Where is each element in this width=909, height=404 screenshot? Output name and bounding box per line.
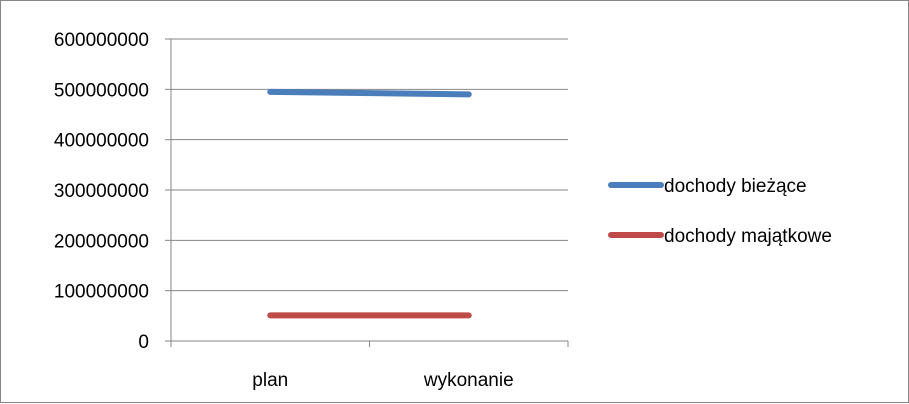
gridlines bbox=[171, 38, 568, 292]
y-tick-label: 500000000 bbox=[54, 80, 149, 101]
y-tick-label: 200000000 bbox=[54, 231, 149, 252]
legend-label: dochody bieżące bbox=[664, 176, 807, 197]
x-tick-label: wykonanie bbox=[423, 370, 514, 391]
x-tick-labels: plan wykonanie bbox=[252, 370, 513, 391]
y-tick-label: 400000000 bbox=[54, 131, 149, 152]
legend: dochody bieżące dochody majątkowe bbox=[608, 176, 832, 247]
axes bbox=[165, 38, 569, 347]
series-line bbox=[267, 88, 472, 98]
y-tick-label: 600000000 bbox=[54, 30, 149, 51]
y-tick-label: 0 bbox=[138, 332, 149, 353]
series-lines bbox=[267, 88, 472, 319]
x-tick-label: plan bbox=[252, 370, 288, 391]
y-tick-label: 300000000 bbox=[54, 181, 149, 202]
y-tick-label: 100000000 bbox=[54, 282, 149, 303]
legend-label: dochody majątkowe bbox=[664, 226, 832, 247]
y-tick-labels: 0 100000000 200000000 300000000 400000000 500… bbox=[54, 30, 149, 353]
